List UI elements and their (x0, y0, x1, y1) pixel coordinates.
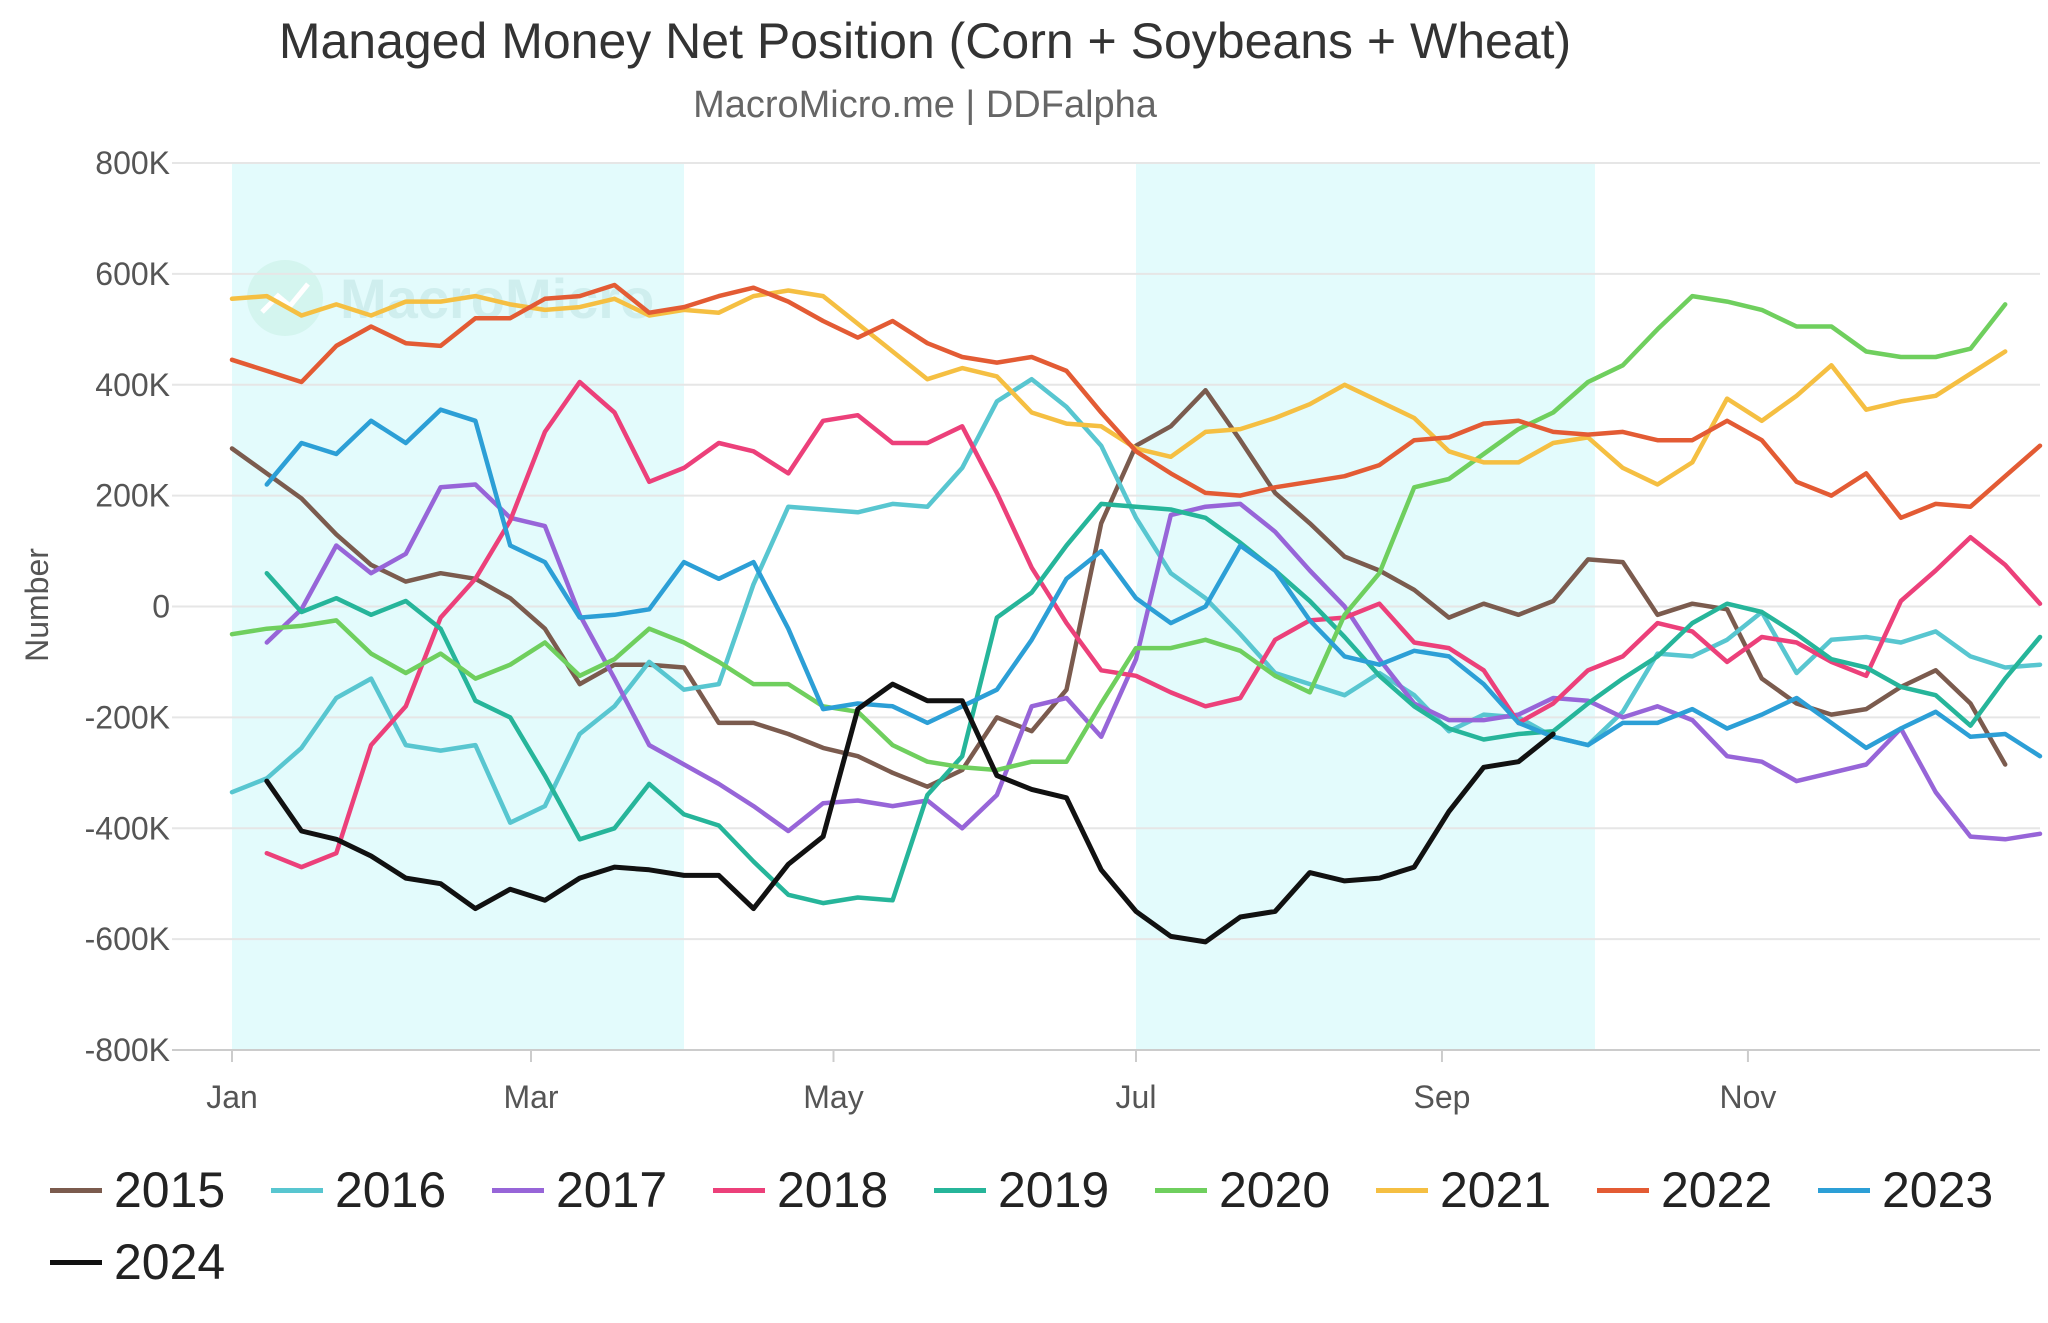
y-tick-label: 0 (152, 589, 170, 625)
y-tick-label: 400K (95, 367, 170, 403)
y-tick-label: -200K (85, 699, 170, 735)
legend-label: 2023 (1882, 1162, 1994, 1218)
y-tick-label: 600K (95, 256, 170, 292)
series-line-2017 (264, 482, 2043, 842)
legend-label: 2024 (114, 1234, 226, 1290)
chart-title: Managed Money Net Position (Corn + Soybe… (278, 13, 1572, 69)
legend-item-2024[interactable]: 2024 (50, 1232, 225, 1292)
legend-item-2016[interactable]: 2016 (271, 1160, 446, 1220)
y-axis: 800K 600K 400K 200K 0 -200K -400K -600K -800K (85, 145, 170, 1068)
y-tick-label: -400K (85, 810, 170, 846)
legend-item-2021[interactable]: 2021 (1376, 1160, 1551, 1220)
chart-subtitle: MacroMicro.me | DDFalpha (693, 84, 1157, 126)
legend-item-2015[interactable]: 2015 (50, 1160, 225, 1220)
x-tick-label: Jul (1116, 1079, 1157, 1115)
series-line-2018 (264, 379, 2043, 870)
legend-swatch (1818, 1187, 1870, 1193)
legend-label: 2021 (1440, 1162, 1552, 1218)
legend-label: 2017 (556, 1162, 668, 1218)
watermark-trend-icon (260, 282, 310, 314)
y-tick-label: 200K (95, 478, 170, 514)
series-line-2022 (229, 282, 2043, 521)
legend-item-2020[interactable]: 2020 (1155, 1160, 1330, 1220)
x-tick-label: Nov (1719, 1079, 1776, 1115)
legend-swatch (1376, 1187, 1428, 1193)
series-line-2024 (264, 681, 1556, 945)
legend-item-2017[interactable]: 2017 (492, 1160, 667, 1220)
legend-item-2023[interactable]: 2023 (1818, 1160, 1993, 1220)
y-axis-label: Number (19, 548, 55, 662)
y-tick-label: -800K (85, 1032, 170, 1068)
x-tick-label: May (803, 1079, 863, 1115)
legend-label: 2016 (335, 1162, 447, 1218)
series-line-2020 (229, 293, 2008, 773)
legend-label: 2020 (1219, 1162, 1331, 1218)
legend-item-2019[interactable]: 2019 (934, 1160, 1109, 1220)
legend-item-2018[interactable]: 2018 (713, 1160, 888, 1220)
legend-label: 2019 (998, 1162, 1110, 1218)
legend-swatch (713, 1187, 765, 1193)
series-line-2019 (264, 501, 2043, 906)
legend-item-2022[interactable]: 2022 (1597, 1160, 1772, 1220)
x-tick-label: Sep (1414, 1079, 1471, 1115)
legend-swatch (50, 1187, 102, 1193)
legend-swatch (1597, 1187, 1649, 1193)
legend-swatch (934, 1187, 986, 1193)
series-lines (229, 282, 2043, 945)
x-axis: Jan Mar May Jul Sep Nov (172, 1049, 2040, 1115)
x-tick-label: Jan (206, 1079, 258, 1115)
legend-label: 2015 (114, 1162, 226, 1218)
y-tick-label: -600K (85, 921, 170, 957)
legend-swatch (1155, 1187, 1207, 1193)
legend-swatch (271, 1187, 323, 1193)
chart-plot: MacroMicro 800K600K400K200K0-200K-400K-6… (19, 145, 2043, 1115)
x-tick-label: Mar (503, 1079, 558, 1115)
legend-swatch (492, 1187, 544, 1193)
y-tick-label: 800K (95, 145, 170, 181)
legend-label: 2022 (1661, 1162, 1773, 1218)
legend-swatch (50, 1259, 102, 1265)
series-line-2023 (264, 407, 2043, 759)
series-line-2016 (229, 376, 2043, 825)
legend-label: 2018 (777, 1162, 889, 1218)
